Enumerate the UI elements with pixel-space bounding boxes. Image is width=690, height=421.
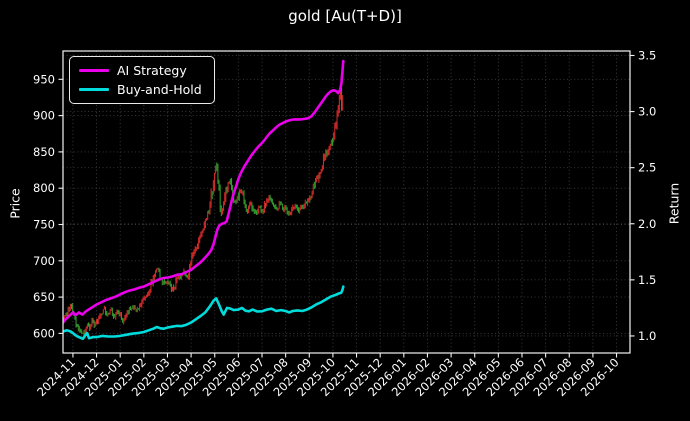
chart-title: gold [Au(T+D)] bbox=[288, 7, 402, 25]
legend-item-ai-strategy: AI Strategy bbox=[79, 63, 202, 78]
legend-label-buy-and-hold: Buy-and-Hold bbox=[117, 82, 202, 97]
buy-and-hold-line-swatch bbox=[79, 87, 109, 92]
svg-text:950: 950 bbox=[33, 72, 55, 86]
ai-strategy-line-swatch bbox=[79, 68, 109, 73]
svg-text:600: 600 bbox=[33, 326, 55, 340]
svg-text:2.5: 2.5 bbox=[638, 161, 656, 175]
legend-label-ai-strategy: AI Strategy bbox=[117, 63, 187, 78]
legend: AI Strategy Buy-and-Hold bbox=[69, 56, 215, 104]
svg-text:1.0: 1.0 bbox=[638, 329, 656, 343]
legend-item-buy-and-hold: Buy-and-Hold bbox=[79, 82, 202, 97]
svg-text:3.0: 3.0 bbox=[638, 105, 656, 119]
svg-text:650: 650 bbox=[33, 290, 55, 304]
svg-text:900: 900 bbox=[33, 109, 55, 123]
svg-text:850: 850 bbox=[33, 145, 55, 159]
svg-text:700: 700 bbox=[33, 254, 55, 268]
svg-text:800: 800 bbox=[33, 181, 55, 195]
svg-text:1.5: 1.5 bbox=[638, 273, 656, 287]
return-axis-label: Return bbox=[666, 182, 682, 225]
svg-text:750: 750 bbox=[33, 218, 55, 232]
svg-text:2.0: 2.0 bbox=[638, 217, 656, 231]
price-axis-label: Price bbox=[7, 188, 23, 219]
svg-text:3.5: 3.5 bbox=[638, 48, 656, 62]
